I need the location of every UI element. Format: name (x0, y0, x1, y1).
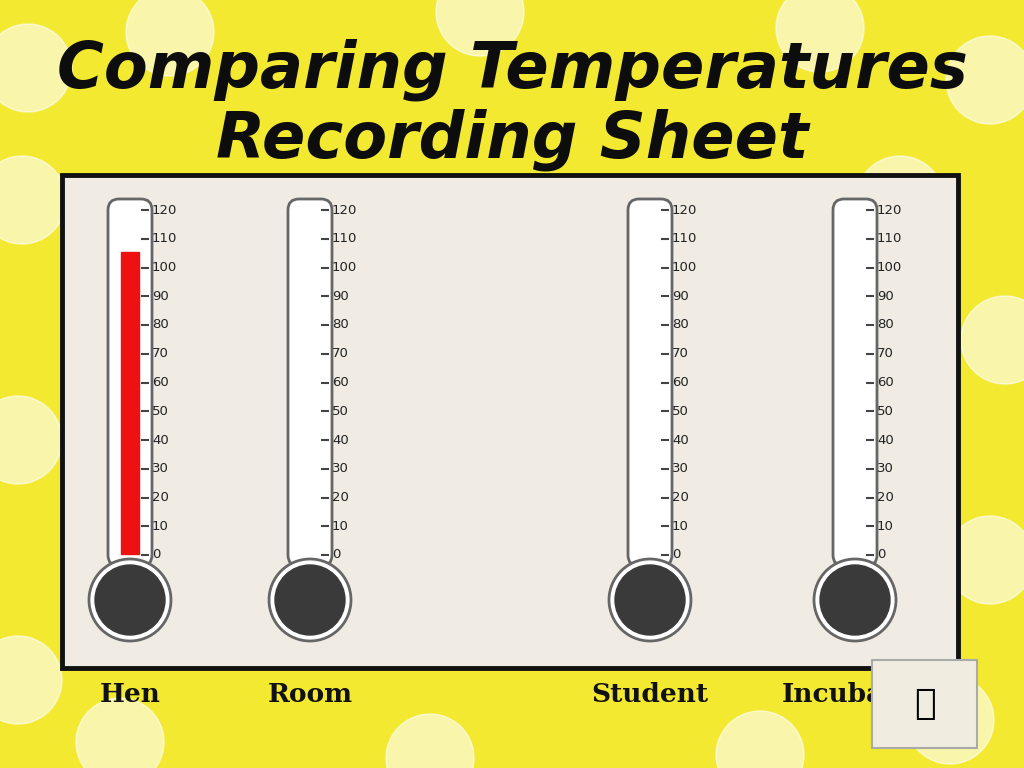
Text: 120: 120 (672, 204, 697, 217)
Text: 60: 60 (672, 376, 689, 389)
Text: 120: 120 (152, 204, 177, 217)
Text: 90: 90 (672, 290, 689, 303)
Text: 0: 0 (672, 548, 680, 561)
Circle shape (89, 559, 171, 641)
Circle shape (76, 698, 164, 768)
Circle shape (615, 565, 685, 635)
Text: 80: 80 (332, 319, 349, 332)
Text: 50: 50 (152, 405, 169, 418)
Text: 0: 0 (332, 548, 340, 561)
Bar (62, 175, 958, 668)
Circle shape (776, 0, 864, 72)
Circle shape (814, 559, 896, 641)
Text: 20: 20 (672, 491, 689, 504)
Text: Room: Room (267, 683, 352, 707)
Circle shape (716, 711, 804, 768)
Text: 0: 0 (877, 548, 886, 561)
Text: 30: 30 (672, 462, 689, 475)
Text: 30: 30 (332, 462, 349, 475)
Text: 20: 20 (332, 491, 349, 504)
Text: 50: 50 (672, 405, 689, 418)
Text: 30: 30 (877, 462, 894, 475)
Circle shape (820, 565, 890, 635)
Text: 100: 100 (672, 261, 697, 274)
Text: 0: 0 (152, 548, 161, 561)
Circle shape (126, 0, 214, 76)
Text: 50: 50 (332, 405, 349, 418)
Text: 40: 40 (332, 433, 349, 446)
Circle shape (0, 636, 62, 724)
Circle shape (906, 676, 994, 764)
FancyBboxPatch shape (288, 199, 332, 566)
Text: Hen: Hen (99, 683, 161, 707)
Text: 50: 50 (877, 405, 894, 418)
Circle shape (275, 565, 345, 635)
Circle shape (269, 559, 351, 641)
Circle shape (856, 156, 944, 244)
Circle shape (386, 714, 474, 768)
Text: Incubator: Incubator (782, 683, 928, 707)
Bar (872, 660, 977, 748)
Text: 90: 90 (152, 290, 169, 303)
Text: 120: 120 (332, 204, 357, 217)
Text: 110: 110 (332, 232, 357, 245)
Text: 110: 110 (152, 232, 177, 245)
Text: 100: 100 (152, 261, 177, 274)
Text: 20: 20 (877, 491, 894, 504)
Text: 60: 60 (877, 376, 894, 389)
Circle shape (609, 559, 691, 641)
Text: 40: 40 (877, 433, 894, 446)
Text: 60: 60 (152, 376, 169, 389)
Text: 100: 100 (332, 261, 357, 274)
Circle shape (946, 36, 1024, 124)
Text: 80: 80 (672, 319, 689, 332)
Text: 70: 70 (332, 347, 349, 360)
Text: Student: Student (592, 683, 709, 707)
Circle shape (0, 156, 66, 244)
Bar (121, 252, 139, 554)
Text: 110: 110 (877, 232, 902, 245)
Circle shape (0, 396, 62, 484)
Text: 10: 10 (332, 520, 349, 533)
Text: 80: 80 (877, 319, 894, 332)
Circle shape (0, 24, 72, 112)
Circle shape (95, 565, 165, 635)
Text: 30: 30 (152, 462, 169, 475)
Text: 🐥: 🐥 (913, 687, 935, 721)
Text: 110: 110 (672, 232, 697, 245)
Text: 40: 40 (672, 433, 689, 446)
Text: 80: 80 (152, 319, 169, 332)
Text: Recording Sheet: Recording Sheet (216, 109, 808, 171)
Circle shape (436, 0, 524, 56)
FancyBboxPatch shape (628, 199, 672, 566)
Text: 90: 90 (877, 290, 894, 303)
Text: 70: 70 (672, 347, 689, 360)
Text: Comparing Temperatures: Comparing Temperatures (56, 38, 968, 101)
FancyBboxPatch shape (108, 199, 152, 566)
Text: 20: 20 (152, 491, 169, 504)
Text: 70: 70 (877, 347, 894, 360)
Circle shape (946, 516, 1024, 604)
Circle shape (961, 296, 1024, 384)
Text: 60: 60 (332, 376, 349, 389)
FancyBboxPatch shape (833, 199, 877, 566)
Text: 40: 40 (152, 433, 169, 446)
Text: 10: 10 (672, 520, 689, 533)
Text: 100: 100 (877, 261, 902, 274)
Text: 120: 120 (877, 204, 902, 217)
Text: 70: 70 (152, 347, 169, 360)
Text: 10: 10 (877, 520, 894, 533)
Text: 90: 90 (332, 290, 349, 303)
Text: 10: 10 (152, 520, 169, 533)
